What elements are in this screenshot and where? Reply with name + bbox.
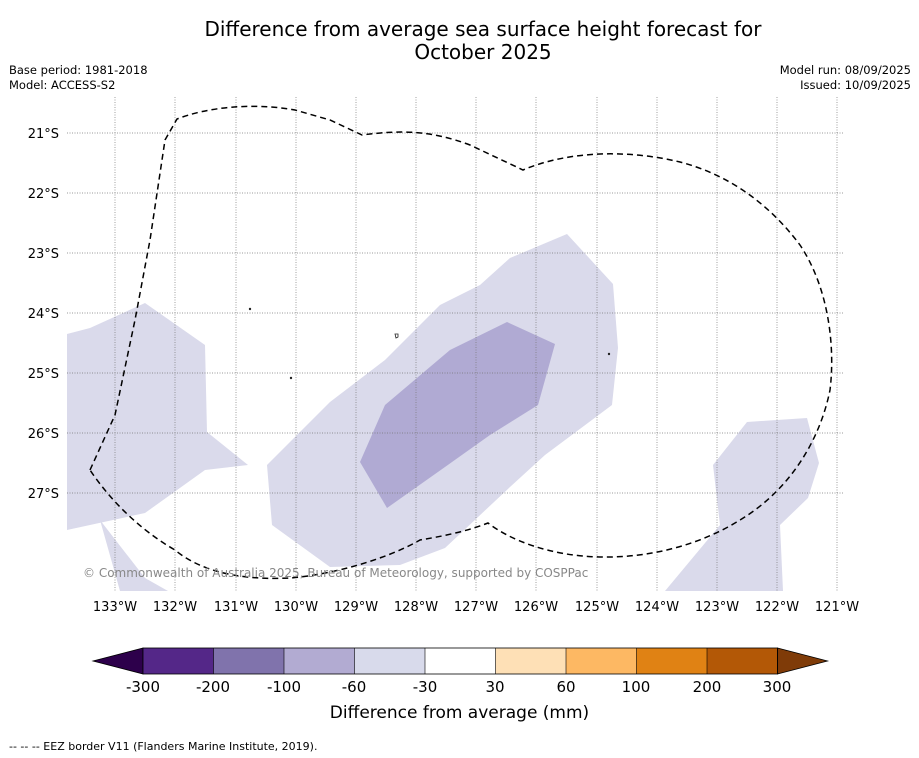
colorbar-tick: 100 <box>622 678 651 696</box>
anomaly-region-light-east <box>665 418 819 591</box>
lon-label: 121°W <box>815 600 859 615</box>
lon-label: 131°W <box>214 600 258 615</box>
lat-label: 21°S <box>28 127 59 142</box>
model-run: Model run: 08/09/2025 <box>779 63 911 77</box>
colorbar-tick: -300 <box>126 678 160 696</box>
lon-label: 130°W <box>274 600 318 615</box>
lat-label: 24°S <box>28 307 59 322</box>
longitude-labels: 133°W 132°W 131°W 130°W 129°W 128°W 127°… <box>93 600 859 615</box>
map-area <box>67 234 819 591</box>
island-marker <box>607 352 611 356</box>
lon-label: 132°W <box>153 600 197 615</box>
model-name: Model: ACCESS-S2 <box>9 78 116 92</box>
colorbar-segment <box>143 648 214 674</box>
map-figure: © Commonwealth of Australia 2025, Bureau… <box>28 97 859 696</box>
colorbar-outline <box>142 647 778 675</box>
lat-label: 26°S <box>28 427 59 442</box>
islands <box>248 307 611 380</box>
colorbar-segment <box>213 648 284 674</box>
lon-label: 133°W <box>93 600 137 615</box>
colorbar-tick: -200 <box>196 678 230 696</box>
gridlines <box>67 97 843 591</box>
island-marker <box>289 376 293 380</box>
colorbar-segment <box>495 648 566 674</box>
lon-label: 123°W <box>695 600 739 615</box>
colorbar-extension-low <box>91 647 144 675</box>
colorbar-segment <box>284 648 355 674</box>
colorbar-tick: -60 <box>342 678 367 696</box>
colorbar-segment <box>566 648 637 674</box>
lon-label: 125°W <box>575 600 619 615</box>
eez-border <box>89 105 833 580</box>
island-marker <box>394 333 399 339</box>
anomaly-region-light-west <box>67 303 248 530</box>
lon-label: 128°W <box>394 600 438 615</box>
colorbar-segment <box>354 648 425 674</box>
title-line-1: Difference from average sea surface heig… <box>204 17 762 41</box>
anomaly-region-light-southwest <box>100 520 168 591</box>
lon-label: 127°W <box>454 600 498 615</box>
colorbar-tick: 60 <box>556 678 575 696</box>
lon-label: 124°W <box>635 600 679 615</box>
colorbar-tick: 200 <box>693 678 722 696</box>
colorbar-tick: 300 <box>763 678 792 696</box>
colorbar-tick-labels: -300 -200 -100 -60 -30 30 60 100 200 300 <box>126 678 791 696</box>
colorbar-segment <box>425 648 496 674</box>
title-line-2: October 2025 <box>414 40 552 64</box>
anomaly-region-medium-central <box>360 322 555 508</box>
latitude-labels: 21°S 22°S 23°S 24°S 25°S 26°S 27°S <box>28 127 59 502</box>
colorbar-segment <box>707 648 778 674</box>
base-period: Base period: 1981-2018 <box>9 63 148 77</box>
lat-label: 25°S <box>28 367 59 382</box>
colorbar-segment <box>636 648 707 674</box>
colorbar-label: Difference from average (mm) <box>329 703 590 723</box>
lon-label: 122°W <box>755 600 799 615</box>
lat-label: 22°S <box>28 187 59 202</box>
footnote: -- -- -- EEZ border V11 (Flanders Marine… <box>9 740 318 753</box>
issued-date: Issued: 10/09/2025 <box>800 78 911 92</box>
colorbar-extension-high <box>777 647 830 675</box>
meta-right: Model run: 08/09/2025 Issued: 10/09/2025 <box>780 63 911 93</box>
colorbar-tick: -100 <box>267 678 301 696</box>
lat-label: 23°S <box>28 247 59 262</box>
chart-title: Difference from average sea surface heig… <box>0 18 919 64</box>
lat-label: 27°S <box>28 487 59 502</box>
lon-label: 129°W <box>334 600 378 615</box>
colorbar <box>91 647 830 675</box>
colorbar-tick: -30 <box>413 678 438 696</box>
colorbar-tick: 30 <box>485 678 504 696</box>
lon-label: 126°W <box>514 600 558 615</box>
copyright-notice: © Commonwealth of Australia 2025, Bureau… <box>83 566 588 580</box>
meta-left: Base period: 1981-2018 Model: ACCESS-S2 <box>9 63 148 93</box>
island-marker <box>248 307 252 311</box>
